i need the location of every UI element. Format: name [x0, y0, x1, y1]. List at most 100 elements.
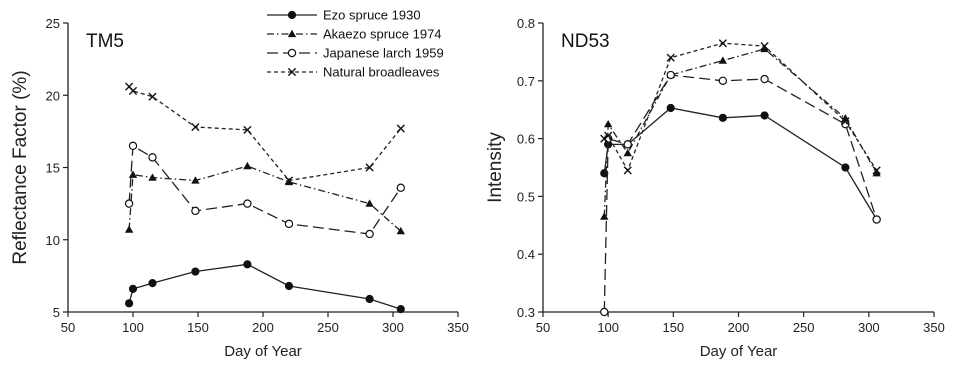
y-tick-label: 0.5	[517, 189, 535, 204]
data-point	[872, 215, 881, 224]
y-tick-label: 0.8	[517, 16, 535, 31]
x-tick-label: 100	[597, 320, 619, 335]
data-point	[191, 122, 200, 132]
data-point	[760, 74, 769, 84]
data-point	[396, 226, 405, 235]
series-ezo-spruce-1930	[125, 260, 405, 314]
y-tick-label: 0.4	[517, 247, 535, 262]
legend-item-ezo-spruce-1930: Ezo spruce 1930	[267, 8, 421, 23]
data-point	[623, 148, 632, 157]
data-point	[125, 299, 134, 308]
x-tick-label: 250	[317, 320, 339, 335]
series-line	[603, 42, 878, 172]
x-tick-label: 50	[536, 320, 550, 335]
data-point	[243, 161, 252, 170]
legend: Ezo spruce 1930 Akaezo spruce 1974 Japanes…	[267, 8, 444, 80]
data-point	[760, 44, 769, 53]
data-point	[284, 176, 294, 185]
data-point	[396, 305, 405, 314]
data-point	[124, 225, 134, 233]
data-point	[623, 140, 632, 149]
x-tick-label: 100	[122, 320, 144, 335]
data-point	[600, 134, 609, 143]
data-point	[284, 219, 294, 229]
legend-label: Ezo spruce 1930	[323, 8, 421, 23]
series-line	[128, 263, 402, 310]
y-tick-label: 15	[46, 161, 60, 176]
x-tick-label: 150	[662, 320, 684, 335]
data-point	[191, 267, 200, 276]
chart-panel-tm5: 50 100 150 200 250 300 350 5 10 15 20 25 Day of Year…	[10, 16, 469, 360]
data-point	[148, 153, 157, 162]
legend-marker	[287, 10, 297, 20]
series-natural-broadleaves	[600, 39, 881, 175]
data-point	[718, 56, 728, 64]
x-tick-label: 50	[61, 320, 75, 335]
data-point	[600, 307, 609, 317]
series-line	[128, 165, 402, 232]
legend-marker	[287, 29, 297, 38]
legend-label: Akaezo spruce 1974	[323, 27, 442, 42]
x-tick-label: 300	[858, 320, 880, 335]
data-point	[760, 42, 769, 51]
series-japanese-larch-1959	[124, 141, 405, 239]
data-point	[396, 183, 405, 192]
data-point	[623, 166, 632, 175]
panel-label: TM5	[86, 31, 124, 52]
data-point	[760, 111, 769, 120]
x-tick-label: 200	[252, 320, 274, 335]
x-axis-label: Day of Year	[224, 343, 302, 360]
data-point	[191, 206, 200, 216]
panel-label: ND53	[561, 31, 610, 52]
data-point	[666, 53, 675, 62]
series-akaezo-spruce-1974	[124, 161, 405, 235]
series-line	[128, 86, 402, 182]
y-axis-label: Intensity	[485, 132, 506, 203]
x-tick-label: 350	[447, 320, 469, 335]
data-point	[243, 125, 252, 135]
y-tick-label: 10	[46, 233, 60, 248]
data-point	[841, 163, 850, 172]
y-tick-label: 20	[46, 88, 60, 103]
data-point	[603, 119, 613, 128]
legend-marker	[287, 48, 297, 58]
data-point	[600, 212, 609, 220]
data-point	[365, 294, 374, 304]
data-point	[841, 117, 850, 126]
x-tick-label: 250	[793, 320, 815, 335]
data-point	[124, 199, 134, 208]
data-point	[148, 279, 157, 288]
y-tick-label: 0.3	[517, 305, 535, 320]
data-point	[604, 131, 613, 140]
legend-item-japanese-larch-1959: Japanese larch 1959	[267, 46, 444, 61]
y-axis-label: Reflectance Factor (%)	[10, 70, 31, 264]
y-tick-label: 0.6	[517, 132, 535, 147]
series-natural-broadleaves	[125, 82, 405, 185]
data-point	[128, 170, 138, 178]
data-point	[718, 39, 727, 48]
data-point	[365, 199, 374, 207]
data-point	[718, 76, 728, 86]
data-point	[872, 166, 881, 175]
legend-item-akaezo-spruce-1974: Akaezo spruce 1974	[267, 27, 442, 42]
legend-label: Japanese larch 1959	[323, 46, 444, 61]
y-tick-label: 0.7	[517, 74, 535, 89]
legend-label: Natural broadleaves	[323, 65, 440, 80]
data-point	[128, 141, 138, 151]
data-point	[243, 199, 252, 208]
y-tick-label: 25	[46, 16, 60, 31]
data-point	[872, 169, 881, 177]
data-point	[128, 284, 138, 293]
series-japanese-larch-1959	[600, 70, 881, 317]
series-line	[128, 144, 402, 235]
data-point	[365, 229, 374, 239]
x-tick-label: 150	[187, 320, 209, 335]
data-point	[718, 113, 727, 122]
data-point	[191, 176, 200, 184]
x-tick-label: 200	[728, 320, 750, 335]
data-point	[148, 92, 157, 101]
y-tick-label: 5	[53, 305, 60, 320]
x-tick-label: 300	[382, 320, 404, 335]
legend-marker	[287, 67, 297, 77]
